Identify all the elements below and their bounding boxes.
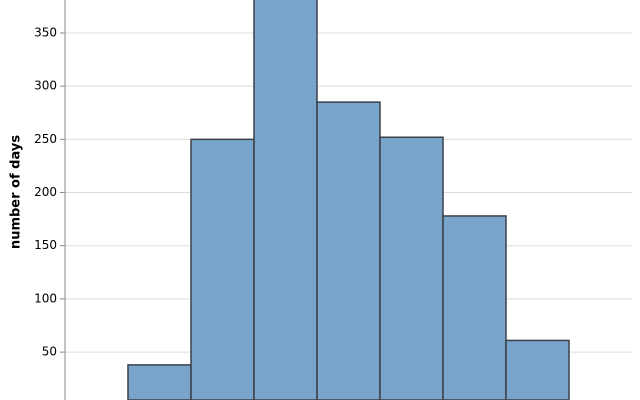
bar bbox=[379, 136, 444, 400]
y-tick-label: 300 bbox=[34, 79, 57, 93]
bar bbox=[316, 101, 381, 400]
y-tick-label: 350 bbox=[34, 25, 57, 39]
y-tick-label: 200 bbox=[34, 185, 57, 199]
y-tick-label: 100 bbox=[34, 291, 57, 305]
y-tick-label: 50 bbox=[42, 345, 57, 359]
bar bbox=[505, 339, 570, 400]
bar bbox=[253, 0, 318, 400]
y-axis-label: number of days bbox=[9, 135, 24, 249]
bar bbox=[127, 364, 192, 400]
y-tick-label: 150 bbox=[34, 238, 57, 252]
bar bbox=[190, 138, 255, 400]
y-tick-label: 250 bbox=[34, 132, 57, 146]
bar bbox=[442, 215, 507, 400]
